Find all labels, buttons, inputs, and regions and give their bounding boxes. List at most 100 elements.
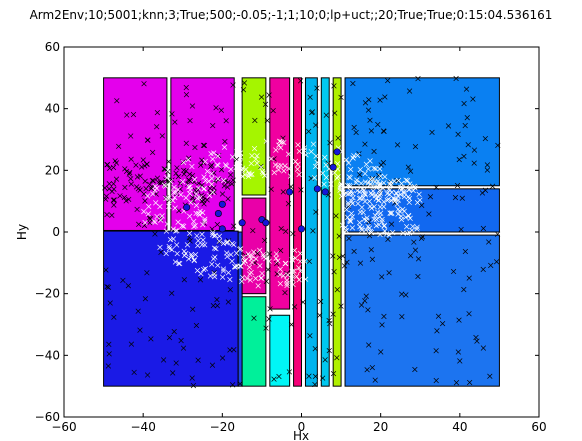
black-x-23 [271,376,277,382]
white-x-424 [292,158,299,165]
white-x-248 [382,174,388,180]
black-x-409 [353,129,359,136]
white-x-313 [229,154,236,160]
black-x-256 [225,196,231,202]
black-x-175 [463,86,470,92]
black-x-323 [268,186,274,192]
black-x-110 [298,187,304,193]
white-x-350 [221,144,228,150]
white-x-395 [214,162,220,168]
black-x-405 [144,270,150,276]
black-x-402 [427,194,434,200]
black-x-47 [415,76,421,82]
black-x-211 [435,313,442,319]
black-x-192 [162,166,168,172]
black-x-385 [262,101,269,107]
black-x-333 [439,320,446,327]
black-x-303 [111,202,117,208]
black-x-141 [264,117,271,124]
white-x-44 [371,204,377,210]
black-x-165 [288,184,294,190]
y-tick-label-4: 20 [45,163,60,177]
white-x-377 [244,275,250,282]
white-x-432 [146,203,152,210]
region-4 [241,77,267,196]
white-x-198 [303,152,309,158]
black-x-36 [138,164,145,170]
black-x-401 [230,223,237,229]
black-x-238 [480,345,487,351]
white-x-431 [377,214,383,220]
black-x-291 [225,299,232,305]
white-x-35 [381,199,387,205]
black-x-168 [149,177,156,184]
black-x-199 [433,377,439,384]
black-x-320 [110,197,117,203]
white-x-459 [237,160,243,166]
white-x-195 [377,192,383,198]
black-x-74 [388,221,395,227]
white-x-351 [238,263,244,269]
black-x-387 [364,367,370,373]
black-x-151 [106,341,112,347]
white-x-54 [233,250,240,256]
black-x-237 [466,379,473,386]
black-x-264 [174,165,180,171]
white-x-352 [295,161,301,168]
white-x-295 [183,250,189,257]
black-x-347 [362,100,369,106]
white-x-194 [416,191,422,197]
white-x-436 [243,166,249,173]
white-x-452 [273,251,280,257]
black-x-86 [487,373,493,379]
black-x-374 [479,190,486,196]
black-x-275 [415,256,422,262]
black-x-329 [488,262,494,269]
white-x-393 [249,153,255,159]
white-x-397 [345,191,351,197]
black-x-406 [458,226,464,233]
white-x-348 [247,271,253,277]
y-tick-label-3: 0 [52,225,60,239]
black-x-260 [147,181,153,188]
white-x-484 [308,148,314,155]
white-x-61 [208,171,215,177]
white-x-292 [389,210,395,216]
white-x-237 [211,233,217,239]
white-x-179 [344,182,351,188]
white-x-163 [373,216,380,223]
white-x-280 [345,160,352,166]
black-x-127 [419,202,425,208]
white-x-299 [176,260,182,266]
black-x-55 [227,172,234,178]
black-x-82 [470,96,476,102]
white-x-336 [231,242,237,248]
black-x-214 [159,133,165,139]
white-x-487 [406,186,413,192]
black-x-343 [330,253,336,259]
white-x-40 [257,247,263,253]
white-x-139 [220,268,227,274]
white-x-324 [414,224,420,230]
white-x-495 [349,191,356,197]
black-x-222 [403,292,409,298]
white-x-99 [174,250,180,257]
white-x-421 [175,219,181,225]
white-x-356 [234,149,240,155]
black-x-129 [489,183,496,189]
white-x-287 [222,162,229,168]
black-x-380 [126,171,132,177]
black-x-272 [186,177,193,184]
white-x-267 [359,227,365,233]
black-x-69 [241,80,248,86]
white-x-69 [412,185,418,191]
x-tick-label-6: 60 [531,420,546,434]
white-x-354 [401,208,407,214]
white-x-105 [195,238,201,244]
white-x-2 [200,237,206,243]
region-14 [344,188,500,233]
black-x-180 [123,198,129,204]
white-x-106 [363,227,369,233]
blue-dot-3 [218,225,226,233]
black-x-43 [223,118,229,124]
